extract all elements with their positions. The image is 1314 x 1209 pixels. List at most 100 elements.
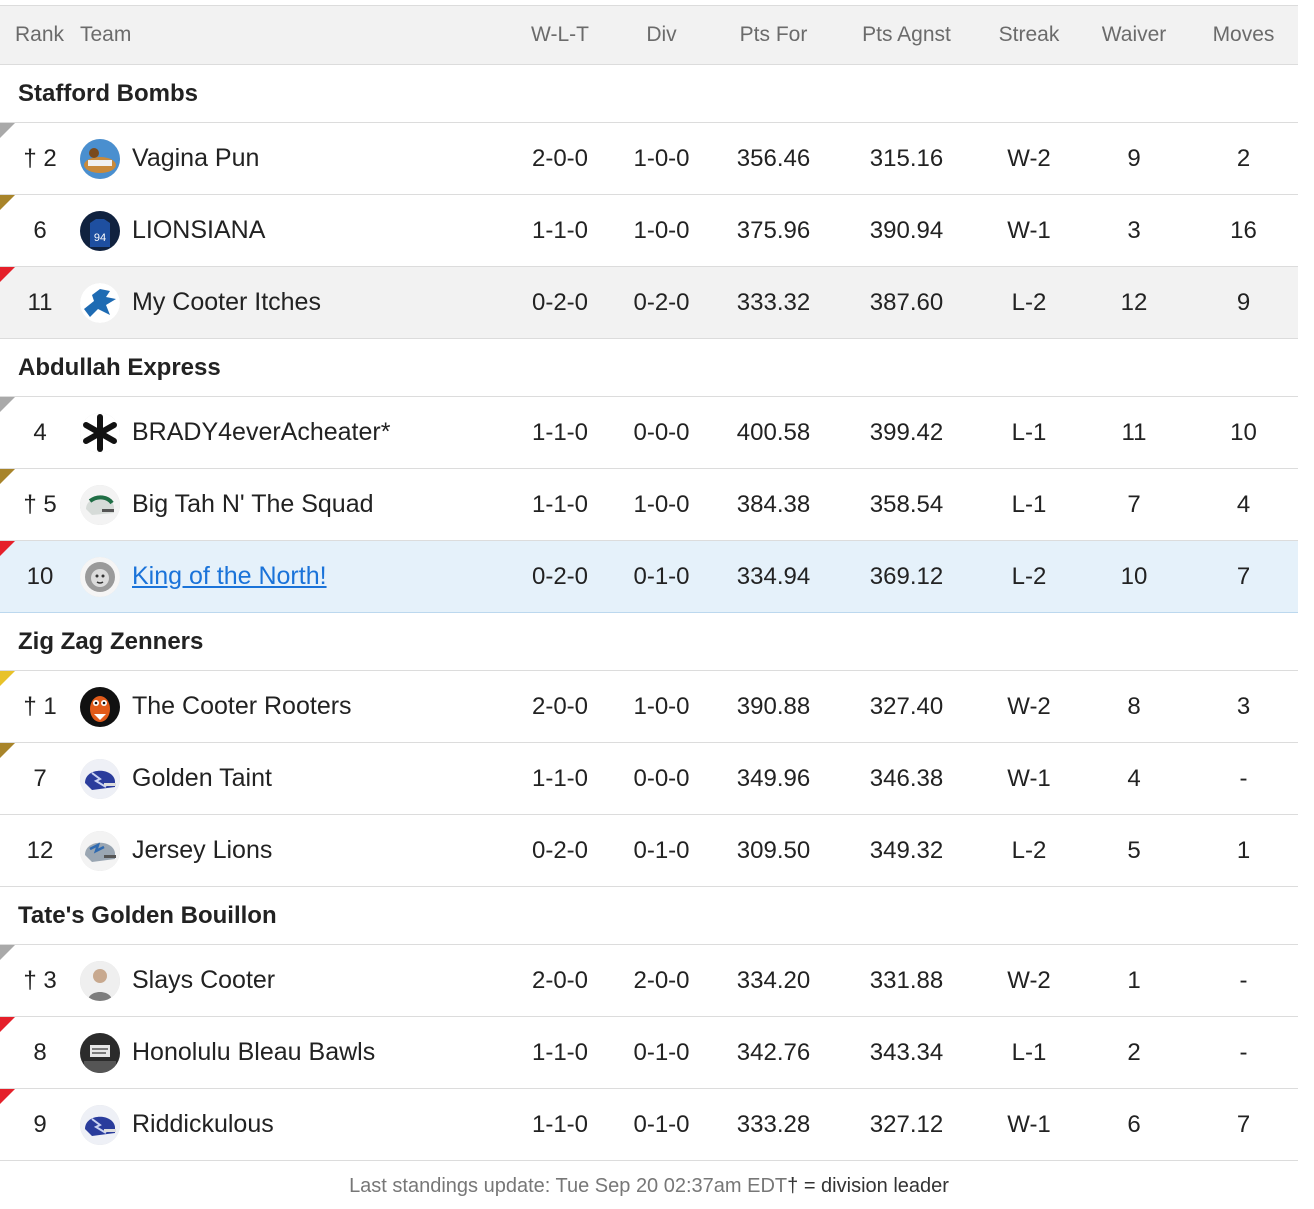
team-cell: BRADY4everAcheater* (80, 396, 510, 469)
team-name-link[interactable]: The Cooter Rooters (132, 692, 352, 720)
table-row[interactable]: 6 94 LIONSIANA 1-1-0 1-0-0 375.96 390.94 W-1 3 16 (0, 194, 1298, 267)
division-leader-legend: † = division leader (787, 1175, 949, 1197)
col-header-waiver[interactable]: Waiver (1079, 5, 1189, 65)
lion-icon[interactable] (80, 282, 120, 323)
col-header-wlt[interactable]: W-L-T (510, 5, 610, 65)
team-info: The Cooter Rooters (80, 686, 510, 727)
rank-value: 11 (27, 288, 53, 316)
lion-face-icon[interactable] (80, 556, 120, 597)
table-row[interactable]: † 5 Big Tah N' The Squad 1-1-0 1-0-0 384.38 3… (0, 468, 1298, 541)
rank-cell: 8 (0, 1016, 80, 1089)
div-cell: 1-0-0 (610, 122, 713, 195)
jersey-94-icon[interactable]: 94 (80, 210, 120, 251)
pts-for-cell: 309.50 (713, 814, 834, 887)
table-row[interactable]: 12 Jersey Lions 0-2-0 0-1-0 309.50 349.32 L-2 5… (0, 814, 1298, 887)
division-name: Abdullah Express (0, 338, 1298, 397)
streak-cell: W-1 (979, 194, 1079, 267)
div-cell: 0-1-0 (610, 540, 713, 613)
waiver-cell: 2 (1079, 1016, 1189, 1089)
col-header-rank[interactable]: Rank (0, 5, 80, 65)
rank-cell: † 2 (0, 122, 80, 195)
rank-value: † 2 (23, 144, 57, 172)
pts-agnst-cell: 390.94 (834, 194, 979, 267)
pts-for-cell: 334.20 (713, 944, 834, 1017)
team-name-link[interactable]: BRADY4everAcheater* (132, 418, 391, 446)
team-info: King of the North! (80, 556, 510, 597)
rank-cell: 6 (0, 194, 80, 267)
rank-cell: 12 (0, 814, 80, 887)
div-cell: 0-1-0 (610, 814, 713, 887)
wlt-cell: 1-1-0 (510, 742, 610, 815)
blue-helmet-icon[interactable] (80, 1104, 120, 1145)
team-name-link[interactable]: My Cooter Itches (132, 288, 321, 316)
waiver-cell: 8 (1079, 670, 1189, 743)
waiver-cell: 6 (1079, 1088, 1189, 1161)
team-cell: Vagina Pun (80, 122, 510, 195)
waiver-cell: 10 (1079, 540, 1189, 613)
division-header-row: Stafford Bombs (0, 64, 1298, 123)
pts-for-cell: 390.88 (713, 670, 834, 743)
table-row[interactable]: † 2 Vagina Pun 2-0-0 1-0-0 356.46 315.16 W-2 9 2 (0, 122, 1298, 195)
svg-text:94: 94 (94, 232, 106, 244)
green-helmet-icon[interactable] (80, 484, 120, 525)
col-header-moves[interactable]: Moves (1189, 5, 1298, 65)
person-photo-icon[interactable] (80, 960, 120, 1001)
team-name-link[interactable]: Riddickulous (132, 1110, 274, 1138)
pts-agnst-cell: 349.32 (834, 814, 979, 887)
team-name-link[interactable]: Vagina Pun (132, 144, 260, 172)
division-header-row: Abdullah Express (0, 338, 1298, 397)
playoff-indicator-corner (0, 1089, 15, 1104)
table-row[interactable]: 11 My Cooter Itches 0-2-0 0-2-0 333.32 387.60… (0, 266, 1298, 339)
standings-table: Rank Team W-L-T Div Pts For Pts Agnst St… (0, 5, 1298, 1161)
col-header-streak[interactable]: Streak (979, 5, 1079, 65)
rank-value: 12 (26, 836, 54, 864)
rank-value: † 1 (23, 692, 57, 720)
mascot-icon[interactable] (80, 686, 120, 727)
team-name-link[interactable]: Honolulu Bleau Bawls (132, 1038, 376, 1066)
moves-cell: 7 (1189, 1088, 1298, 1161)
team-cell: Golden Taint (80, 742, 510, 815)
table-row[interactable]: 4 BRADY4everAcheater* 1-1-0 0-0-0 400.58 399.… (0, 396, 1298, 469)
playoff-indicator-corner (0, 195, 15, 210)
moves-cell: 4 (1189, 468, 1298, 541)
col-header-team[interactable]: Team (80, 5, 510, 65)
table-row[interactable]: 10 King of the North! 0-2-0 0-1-0 334.94 369.… (0, 540, 1298, 613)
col-header-pts-agnst[interactable]: Pts Agnst (834, 5, 979, 65)
pts-agnst-cell: 331.88 (834, 944, 979, 1017)
playoff-indicator-corner (0, 743, 15, 758)
waiver-cell: 5 (1079, 814, 1189, 887)
wlt-cell: 1-1-0 (510, 396, 610, 469)
table-row[interactable]: 7 Golden Taint 1-1-0 0-0-0 349.96 346.38 W-1 4- (0, 742, 1298, 815)
sign-photo-icon[interactable] (80, 1032, 120, 1073)
team-name-link[interactable]: King of the North! (132, 562, 327, 590)
waiver-cell: 4 (1079, 742, 1189, 815)
team-name-link[interactable]: Golden Taint (132, 764, 272, 792)
team-name-link[interactable]: LIONSIANA (132, 216, 266, 244)
moves-cell: 2 (1189, 122, 1298, 195)
cartoon-logo-icon[interactable] (80, 138, 120, 179)
wlt-cell: 0-2-0 (510, 540, 610, 613)
pts-for-cell: 400.58 (713, 396, 834, 469)
team-name-link[interactable]: Big Tah N' The Squad (132, 490, 374, 518)
col-header-pts-for[interactable]: Pts For (713, 5, 834, 65)
table-row[interactable]: † 1 The Cooter Rooters 2-0-0 1-0-0 390.88 327… (0, 670, 1298, 743)
division-header-row: Tate's Golden Bouillon (0, 886, 1298, 945)
asterisk-icon[interactable] (80, 412, 120, 453)
silver-helmet-icon[interactable] (80, 830, 120, 871)
rank-cell: † 1 (0, 670, 80, 743)
moves-cell: 1 (1189, 814, 1298, 887)
team-name-link[interactable]: Slays Cooter (132, 966, 276, 994)
playoff-indicator-corner (0, 945, 15, 960)
team-name-link[interactable]: Jersey Lions (132, 836, 273, 864)
team-info: Golden Taint (80, 758, 510, 799)
div-cell: 1-0-0 (610, 468, 713, 541)
table-row[interactable]: 9 Riddickulous 1-1-0 0-1-0 333.28 327.12 W-1 6 7 (0, 1088, 1298, 1161)
waiver-cell: 7 (1079, 468, 1189, 541)
moves-cell: 9 (1189, 266, 1298, 339)
table-row[interactable]: † 3 Slays Cooter 2-0-0 2-0-0 334.20 331.88 W-2… (0, 944, 1298, 1017)
table-row[interactable]: 8 Honolulu Bleau Bawls 1-1-0 0-1-0 342.76 343… (0, 1016, 1298, 1089)
standings-container: Rank Team W-L-T Div Pts For Pts Agnst St… (0, 5, 1298, 1198)
moves-cell: - (1189, 1016, 1298, 1089)
blue-helmet-icon[interactable] (80, 758, 120, 799)
col-header-div[interactable]: Div (610, 5, 713, 65)
